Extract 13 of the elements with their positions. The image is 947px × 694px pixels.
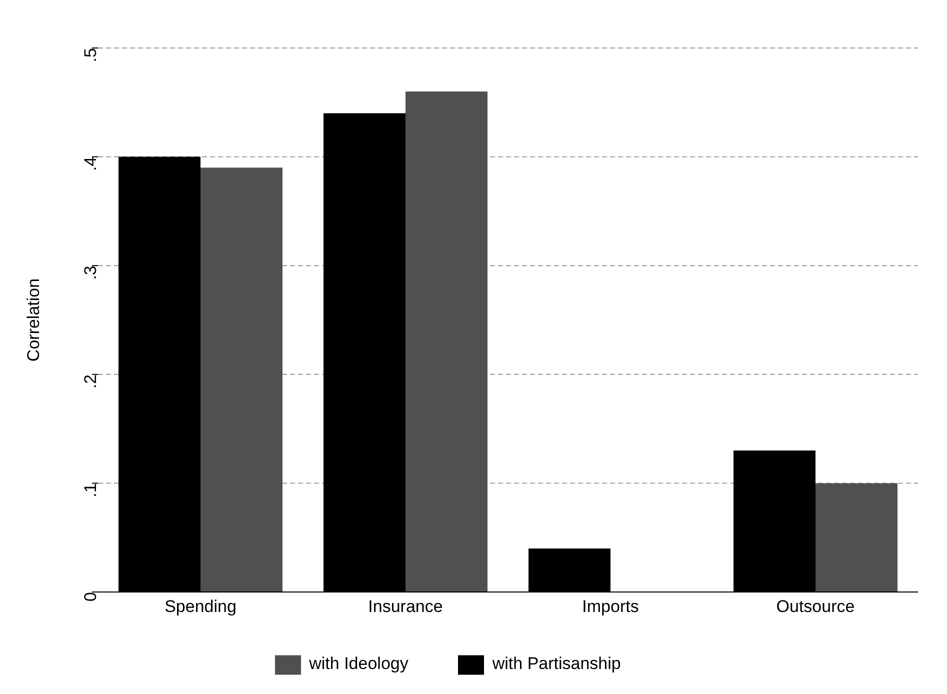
y-tick-label: .4 <box>81 156 100 171</box>
y-tick-label: .5 <box>81 48 100 62</box>
x-tick-label: Insurance <box>368 597 443 616</box>
x-tick-label: Spending <box>164 597 236 616</box>
legend-label: with Ideology <box>309 654 408 674</box>
x-tick-label: Outsource <box>776 597 855 616</box>
x-tick-label: Imports <box>582 597 639 616</box>
y-tick-label: .2 <box>81 374 100 389</box>
y-tick-label: 0 <box>81 592 100 602</box>
legend-label: with Partisanship <box>492 654 621 674</box>
y-tick-label: .1 <box>81 483 100 498</box>
y-tick-label: .3 <box>81 266 100 280</box>
y-axis-title: Correlation <box>24 278 44 362</box>
